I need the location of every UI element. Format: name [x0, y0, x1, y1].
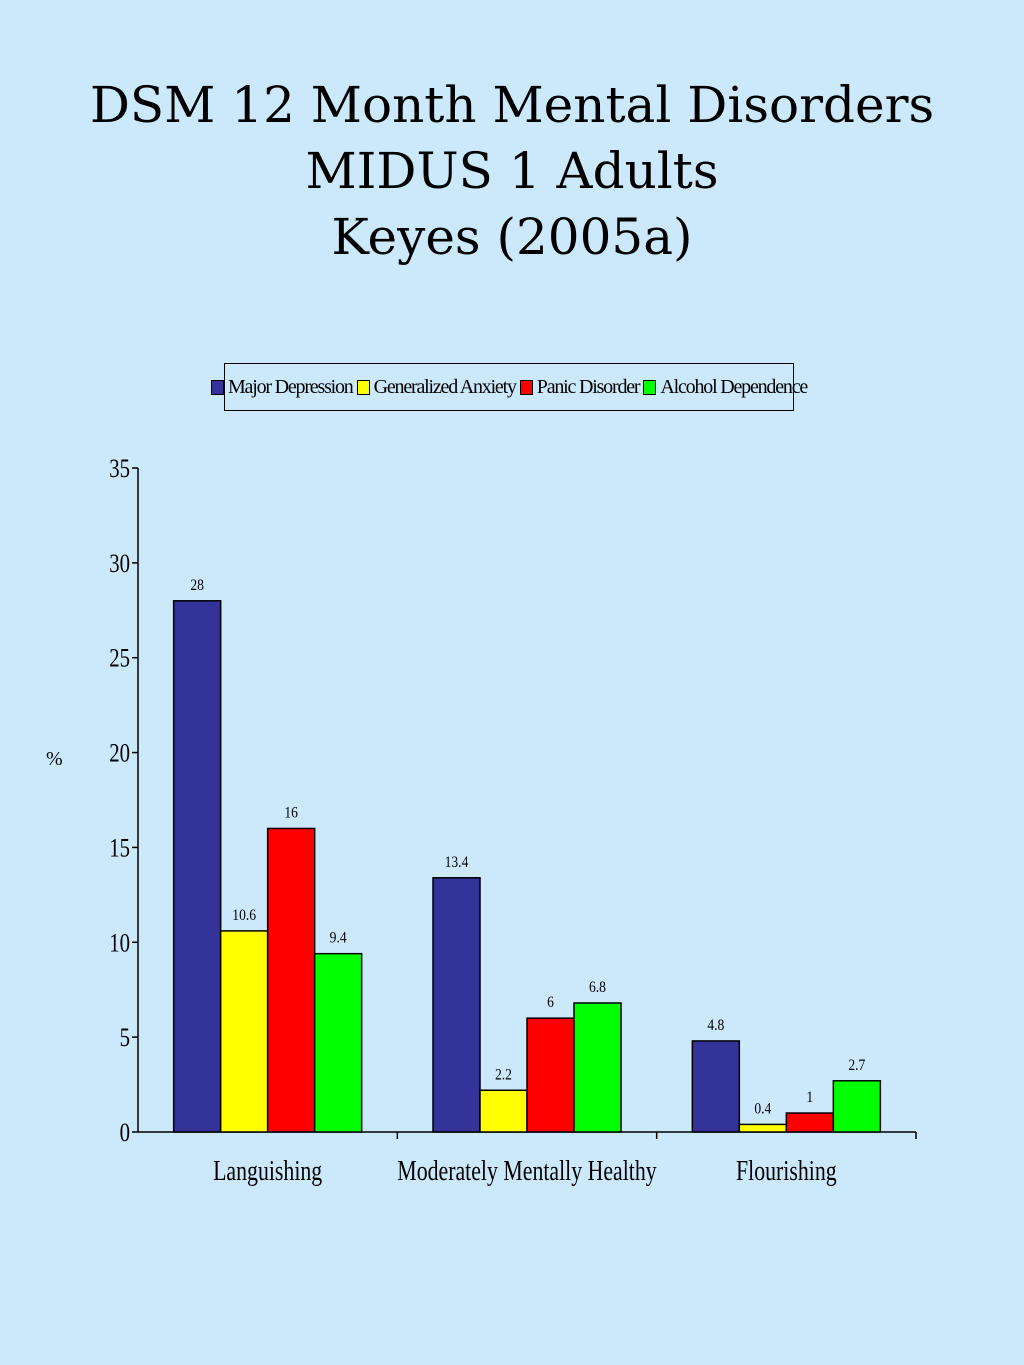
bar: [691, 1040, 741, 1133]
y-tick-label: 25: [109, 645, 130, 674]
bar: [432, 877, 481, 1133]
data-label: 1: [806, 1089, 813, 1106]
legend-swatch: [356, 379, 370, 395]
legend-item-major-depression: Major Depression: [210, 375, 354, 399]
bar: [785, 1112, 835, 1133]
title-line-1: DSM 12 Month Mental Disorders: [89, 76, 935, 134]
title-line-3: Keyes (2005a): [331, 208, 693, 266]
data-label: 13.4: [445, 854, 469, 871]
bar: [479, 1089, 528, 1133]
chart-legend: Major Depression Generalized Anxiety Pan…: [210, 363, 808, 411]
legend-label: Major Depression: [227, 375, 354, 398]
data-label: 28: [190, 577, 204, 594]
y-tick-label: 0: [120, 1119, 130, 1148]
y-tick-label: 30: [109, 550, 130, 579]
bar: [738, 1123, 788, 1133]
legend-item-alcohol-dependence: Alcohol Dependence: [643, 375, 808, 399]
slide-title: DSM 12 Month Mental Disorders MIDUS 1 Ad…: [0, 72, 1024, 270]
data-label: 16: [284, 805, 298, 822]
bar: [573, 1002, 622, 1133]
bar: [266, 827, 316, 1133]
bar: [313, 952, 363, 1133]
data-label: 6.8: [589, 979, 606, 996]
data-label: 0.4: [754, 1100, 772, 1117]
legend-label: Panic Disorder: [536, 375, 641, 398]
bar: [172, 600, 222, 1133]
category-label: Moderately Mentally Healthy: [397, 1157, 657, 1187]
title-line-2: MIDUS 1 Adults: [305, 142, 719, 200]
bar: [526, 1017, 575, 1133]
data-label: 9.4: [330, 930, 348, 947]
category-label: Flourishing: [736, 1157, 837, 1187]
legend-item-panic-disorder: Panic Disorder: [519, 375, 641, 399]
data-label: 2.7: [848, 1057, 865, 1074]
y-tick-label: 20: [109, 739, 130, 768]
category-label: Languishing: [213, 1157, 323, 1187]
legend-item-generalized-anxiety: Generalized Anxiety: [356, 375, 517, 399]
bar: [219, 930, 269, 1133]
data-label: 4.8: [707, 1017, 724, 1034]
legend-swatch: [643, 379, 657, 395]
data-label: 2.2: [495, 1066, 512, 1083]
data-label: 6: [547, 994, 554, 1011]
y-tick-label: 5: [120, 1024, 130, 1053]
y-tick-label: 15: [109, 834, 130, 863]
legend-label: Alcohol Dependence: [660, 375, 808, 398]
y-tick-label: 10: [109, 929, 130, 958]
data-label: 10.6: [232, 907, 256, 924]
y-tick-label: 35: [109, 455, 130, 484]
legend-label: Generalized Anxiety: [373, 375, 517, 398]
y-axis-label: %: [46, 748, 63, 770]
legend-swatch: [210, 379, 224, 395]
legend-swatch: [519, 379, 533, 395]
bar: [832, 1080, 882, 1133]
